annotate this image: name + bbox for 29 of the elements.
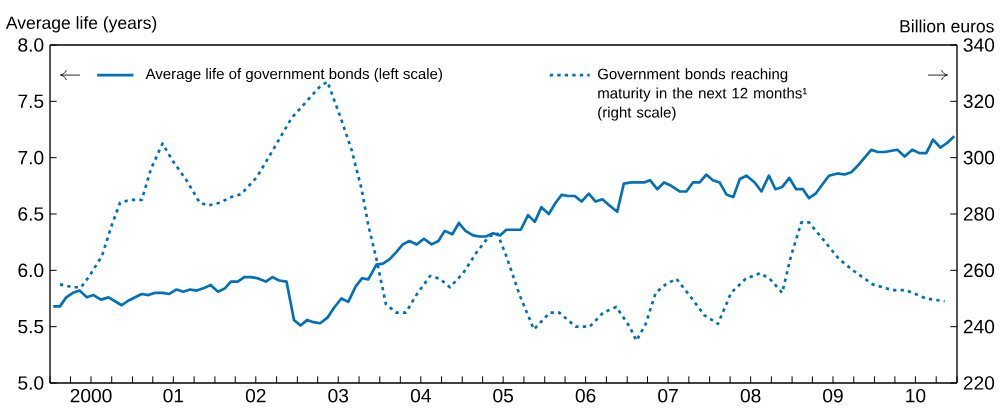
x-tick-label: 02 bbox=[245, 388, 266, 403]
y-tick-label: 7.0 bbox=[18, 150, 44, 165]
y-tick-label: 5.0 bbox=[18, 376, 44, 390]
y2-axis-title: Billion euros bbox=[900, 19, 994, 33]
x-tick-label: 06 bbox=[575, 388, 596, 403]
x-tick-label: 05 bbox=[493, 388, 514, 403]
y2-tick-label: 340 bbox=[963, 38, 995, 52]
y-tick-label: 5.5 bbox=[18, 319, 44, 334]
x-tick-label: 01 bbox=[163, 388, 184, 403]
y-tick-label: 7.5 bbox=[18, 94, 44, 109]
y2-tick-label: 320 bbox=[963, 94, 995, 109]
x-tick-label: 10 bbox=[906, 388, 926, 403]
y-tick-label: 6.5 bbox=[18, 207, 44, 221]
x-tick-label: 2000 bbox=[70, 388, 112, 403]
x-tick-label: 04 bbox=[410, 388, 431, 403]
x-tick-label: 08 bbox=[740, 388, 761, 403]
y-axis-title: Average life (years) bbox=[5, 16, 157, 33]
y2-tick-label: 240 bbox=[963, 319, 995, 334]
y-tick-label: 6.0 bbox=[18, 263, 44, 278]
legend-label: Government bonds reaching maturity in the next 12 months¹ (right scale) bbox=[598, 68, 807, 121]
y2-tick-label: 220 bbox=[963, 376, 995, 390]
y2-tick-label: 260 bbox=[963, 263, 995, 278]
y-tick-label: 8.0 bbox=[18, 38, 44, 52]
legend-label: Average life of government bonds (left scale) bbox=[145, 68, 442, 83]
x-tick-label: 07 bbox=[658, 388, 678, 403]
x-tick-label: 03 bbox=[328, 388, 349, 403]
y2-tick-label: 280 bbox=[963, 207, 995, 221]
y2-tick-label: 300 bbox=[963, 150, 995, 165]
x-tick-label: 09 bbox=[823, 388, 843, 403]
